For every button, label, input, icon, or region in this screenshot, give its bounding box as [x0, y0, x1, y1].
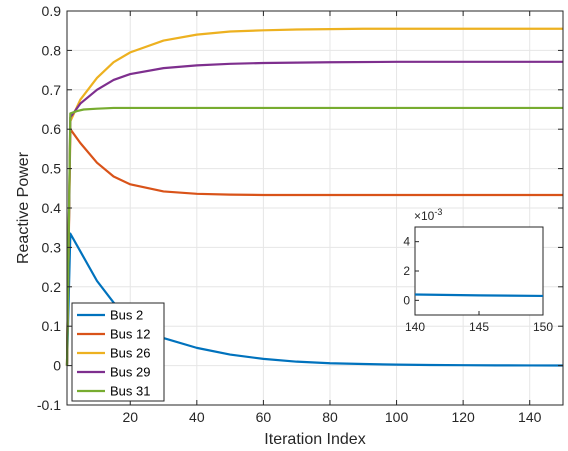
legend-entry: Bus 31: [110, 384, 150, 399]
inset-x-tick-label: 145: [469, 320, 489, 334]
inset-y-tick-label: 0: [403, 293, 410, 307]
series-line-bus-26: [65, 27, 563, 366]
legend-entry: Bus 12: [110, 327, 150, 342]
inset-zoom-plot: 140 145 150 0 2 4 ×10-3: [403, 207, 553, 334]
inset-exponent: ×10-3: [414, 207, 442, 223]
series-line-bus-31: [65, 106, 563, 366]
x-tick-label: 40: [189, 409, 205, 425]
x-tick-label: 20: [122, 409, 138, 425]
legend-entry: Bus 29: [110, 365, 150, 380]
inset-series-layer: [414, 293, 544, 298]
inset-y-ticks: 0 2 4: [403, 235, 419, 307]
inset-exponent-power: -3: [434, 207, 442, 217]
y-tick-label: 0.3: [42, 239, 62, 255]
y-tick-label: 0.9: [42, 3, 62, 19]
inset-x-tick-label: 150: [533, 320, 553, 334]
y-tick-label: 0.7: [42, 82, 62, 98]
series-line-bus-12: [65, 128, 563, 366]
inset-background: [414, 226, 544, 316]
x-tick-label: 60: [256, 409, 272, 425]
x-tick-label: 100: [385, 409, 409, 425]
y-axis-ticks: -0.1 0 0.1 0.2 0.3 0.4 0.5 0.6 0.7 0.8 0.9: [37, 3, 563, 413]
x-axis-ticks: 20 40 60 80 100 120 140: [122, 11, 542, 425]
y-tick-label: 0.4: [42, 200, 62, 216]
inset-y-tick-label: 4: [403, 235, 410, 249]
legend: Bus 2 Bus 12 Bus 26 Bus 29 Bus 31: [71, 302, 165, 402]
inset-x-tick-label: 140: [405, 320, 425, 334]
x-tick-label: 80: [322, 409, 338, 425]
inset-exponent-base: ×10: [414, 209, 435, 223]
y-tick-label: 0.1: [42, 318, 62, 334]
y-tick-label: 0: [53, 358, 61, 374]
y-axis-label: Reactive Power: [15, 151, 32, 264]
y-tick-label: -0.1: [37, 397, 61, 413]
legend-entry: Bus 2: [110, 308, 143, 323]
series-layer: [65, 27, 564, 367]
y-tick-label: 0.2: [42, 279, 62, 295]
x-tick-label: 140: [518, 409, 542, 425]
inset-y-tick-label: 2: [403, 264, 410, 278]
inset-series-line: [414, 293, 544, 298]
y-tick-label: 0.6: [42, 121, 62, 137]
y-tick-label: 0.5: [42, 161, 62, 177]
series-line-bus-2: [65, 232, 564, 367]
inset-x-ticks: 140 145 150: [405, 311, 553, 334]
series-line-bus-29: [65, 60, 563, 366]
x-axis-label: Iteration Index: [264, 431, 365, 448]
x-tick-label: 120: [451, 409, 475, 425]
legend-entry: Bus 26: [110, 346, 150, 361]
y-tick-label: 0.8: [42, 42, 62, 58]
